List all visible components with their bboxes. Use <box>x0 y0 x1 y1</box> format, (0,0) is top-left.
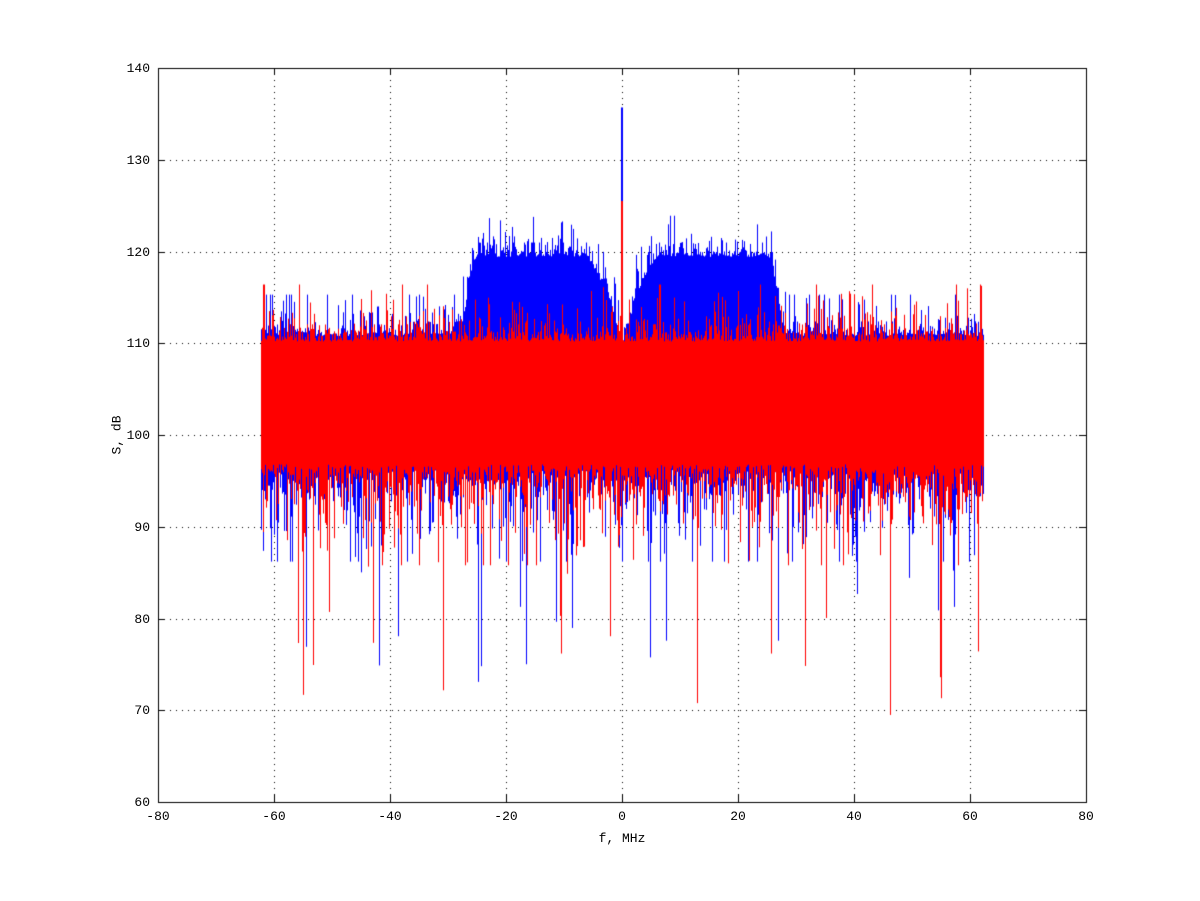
y-tick-label: 110 <box>126 336 150 352</box>
y-tick-label: 140 <box>126 61 150 76</box>
x-tick-label: 60 <box>962 809 978 824</box>
y-tick-label: 100 <box>126 428 150 443</box>
x-tick-label: -40 <box>378 809 402 824</box>
y-tick-label: 60 <box>134 795 150 810</box>
y-tick-label: 90 <box>134 519 150 535</box>
x-axis-label: f, MHz <box>598 831 646 846</box>
y-tick-label: 80 <box>134 611 150 627</box>
y-tick-label: 70 <box>134 703 150 719</box>
y-tick-label: 120 <box>126 244 150 260</box>
x-tick-label: -80 <box>146 809 170 824</box>
x-tick-label: 20 <box>730 809 746 824</box>
y-tick-label: 130 <box>126 152 150 168</box>
x-tick-label: -60 <box>262 809 286 824</box>
x-tick-label: 80 <box>1078 809 1094 824</box>
x-tick-label: -20 <box>494 809 518 824</box>
x-tick-label: 40 <box>846 809 862 824</box>
x-tick-label: 0 <box>618 809 626 824</box>
